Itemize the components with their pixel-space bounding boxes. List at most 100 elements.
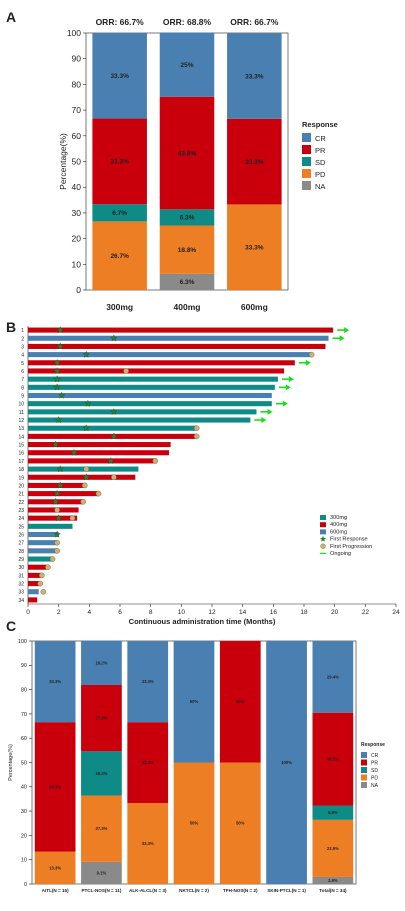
bar-segment-pd — [92, 221, 147, 290]
bar-segment-pd — [159, 225, 215, 274]
bar-segment-pd — [127, 803, 169, 884]
x-tick-label: 22 — [362, 609, 370, 616]
legend-label: PR — [315, 146, 326, 155]
patient-id-label: 15 — [18, 443, 24, 449]
y-tick-label: 90 — [72, 54, 82, 64]
y-tick-label: 50 — [72, 156, 82, 166]
first-response-marker — [84, 399, 92, 407]
patient-id-label: 13 — [18, 426, 24, 432]
first-response-marker — [53, 367, 61, 375]
patient-bar — [28, 482, 87, 488]
x-tick-label: AITL(N = 15) — [42, 888, 69, 893]
x-tick-label: 16 — [270, 609, 278, 616]
first-response-marker — [51, 497, 60, 505]
patient-id-label: 5 — [21, 361, 24, 367]
patient-bar — [28, 515, 78, 521]
bar-segment-cr — [34, 641, 76, 723]
patient-id-label: 1 — [21, 328, 24, 334]
patient-bar — [28, 352, 312, 358]
data-label: 18.2% — [95, 771, 107, 776]
y-tick-label: 70 — [72, 105, 82, 115]
x-tick-label: TFH-NOS(N = 2) — [223, 888, 258, 893]
legend-swatch-600mg — [320, 529, 326, 535]
patient-bar — [28, 458, 157, 464]
first-response-marker — [55, 416, 63, 424]
patient-id-label: 27 — [18, 541, 24, 547]
y-axis-label: Percentage(%) — [58, 133, 68, 190]
patient-bar — [28, 491, 99, 497]
first-progression-marker — [152, 458, 159, 464]
first-response-marker — [110, 408, 118, 415]
y-tick-label: 100 — [18, 639, 27, 645]
x-tick-label: 20 — [331, 609, 339, 616]
first-progression-marker — [83, 466, 90, 472]
data-label: 33.3% — [142, 841, 154, 846]
bar-segment-cr — [127, 641, 169, 723]
patient-id-label: 14 — [18, 434, 24, 440]
legend-swatch-sd — [302, 157, 311, 166]
first-response-marker — [70, 448, 78, 456]
first-response-marker — [53, 375, 61, 383]
legend-swatch-cr — [302, 133, 311, 142]
bar-segment-sd — [312, 805, 354, 820]
first-progression-marker — [54, 548, 60, 554]
y-tick-label: 60 — [72, 131, 82, 141]
first-progression-marker — [81, 482, 88, 489]
data-label: 33.3% — [245, 244, 264, 251]
orr-label: ORR: 66.7% — [96, 17, 145, 27]
bar-segment-pr — [312, 712, 354, 806]
patient-bar — [28, 442, 171, 448]
data-label: 6.3% — [180, 279, 195, 286]
first-response-marker — [56, 342, 64, 350]
first-progression-marker — [49, 556, 56, 562]
y-tick-label: 30 — [72, 208, 82, 218]
x-tick-label: 6 — [118, 609, 122, 616]
data-label: 50% — [190, 699, 199, 704]
first-response-marker — [110, 432, 118, 440]
x-tick-label: 8 — [149, 609, 153, 616]
x-tick-label: ALK-ALCL(N = 3) — [129, 888, 167, 893]
patient-id-label: 25 — [18, 524, 24, 530]
patient-id-label: 12 — [18, 418, 24, 424]
data-label: 6.7% — [112, 210, 127, 217]
x-tick-label: PTCL-NOS(N = 11) — [81, 888, 121, 893]
data-label: 9.1% — [97, 870, 107, 875]
patient-id-label: 23 — [18, 508, 24, 514]
patient-id-label: 28 — [18, 549, 24, 555]
patient-bar — [28, 556, 55, 562]
patient-bar — [28, 360, 295, 366]
patient-bar — [28, 425, 197, 431]
data-label: 53.3% — [49, 784, 61, 789]
bar-segment-pr — [81, 684, 122, 752]
y-tick-label: 70 — [21, 712, 27, 718]
data-label: 18.8% — [178, 247, 197, 254]
patient-id-label: 31 — [18, 573, 24, 579]
legend-label: NA — [371, 783, 379, 789]
data-label: 5.9% — [328, 810, 338, 815]
first-progression-marker — [45, 564, 51, 571]
y-tick-label: 40 — [72, 182, 82, 192]
first-response-marker — [56, 326, 64, 334]
first-progression-marker — [308, 351, 315, 358]
first-response-marker — [56, 481, 64, 489]
orr-label: ORR: 66.7% — [230, 17, 279, 27]
legend-swatch-cr — [361, 752, 367, 758]
data-label: 27.3% — [95, 716, 107, 721]
first-response-marker — [53, 358, 61, 366]
patient-id-label: 17 — [18, 459, 24, 465]
panel-label-c: C — [6, 618, 16, 634]
x-axis-label: Continuous administration time (Months) — [129, 617, 276, 626]
patient-bar — [28, 507, 79, 513]
panel-c-stacked-bar-chart: 0 10 20 30 40 50 60 70 80 90 100 Percentage(%) 13.3%… — [8, 639, 385, 893]
bar-segment-na — [81, 861, 122, 884]
patient-id-label: 22 — [18, 500, 24, 506]
y-tick-label: 100 — [67, 28, 81, 38]
x-tick-label: 18 — [300, 609, 308, 616]
panel-label-a: A — [6, 9, 16, 25]
first-progression-marker — [95, 490, 102, 497]
x-tick-label: 600mg — [241, 302, 268, 312]
patient-id-label: 6 — [21, 369, 24, 375]
x-tick-label: 4 — [88, 609, 92, 616]
ongoing-arrow-head — [305, 359, 311, 366]
